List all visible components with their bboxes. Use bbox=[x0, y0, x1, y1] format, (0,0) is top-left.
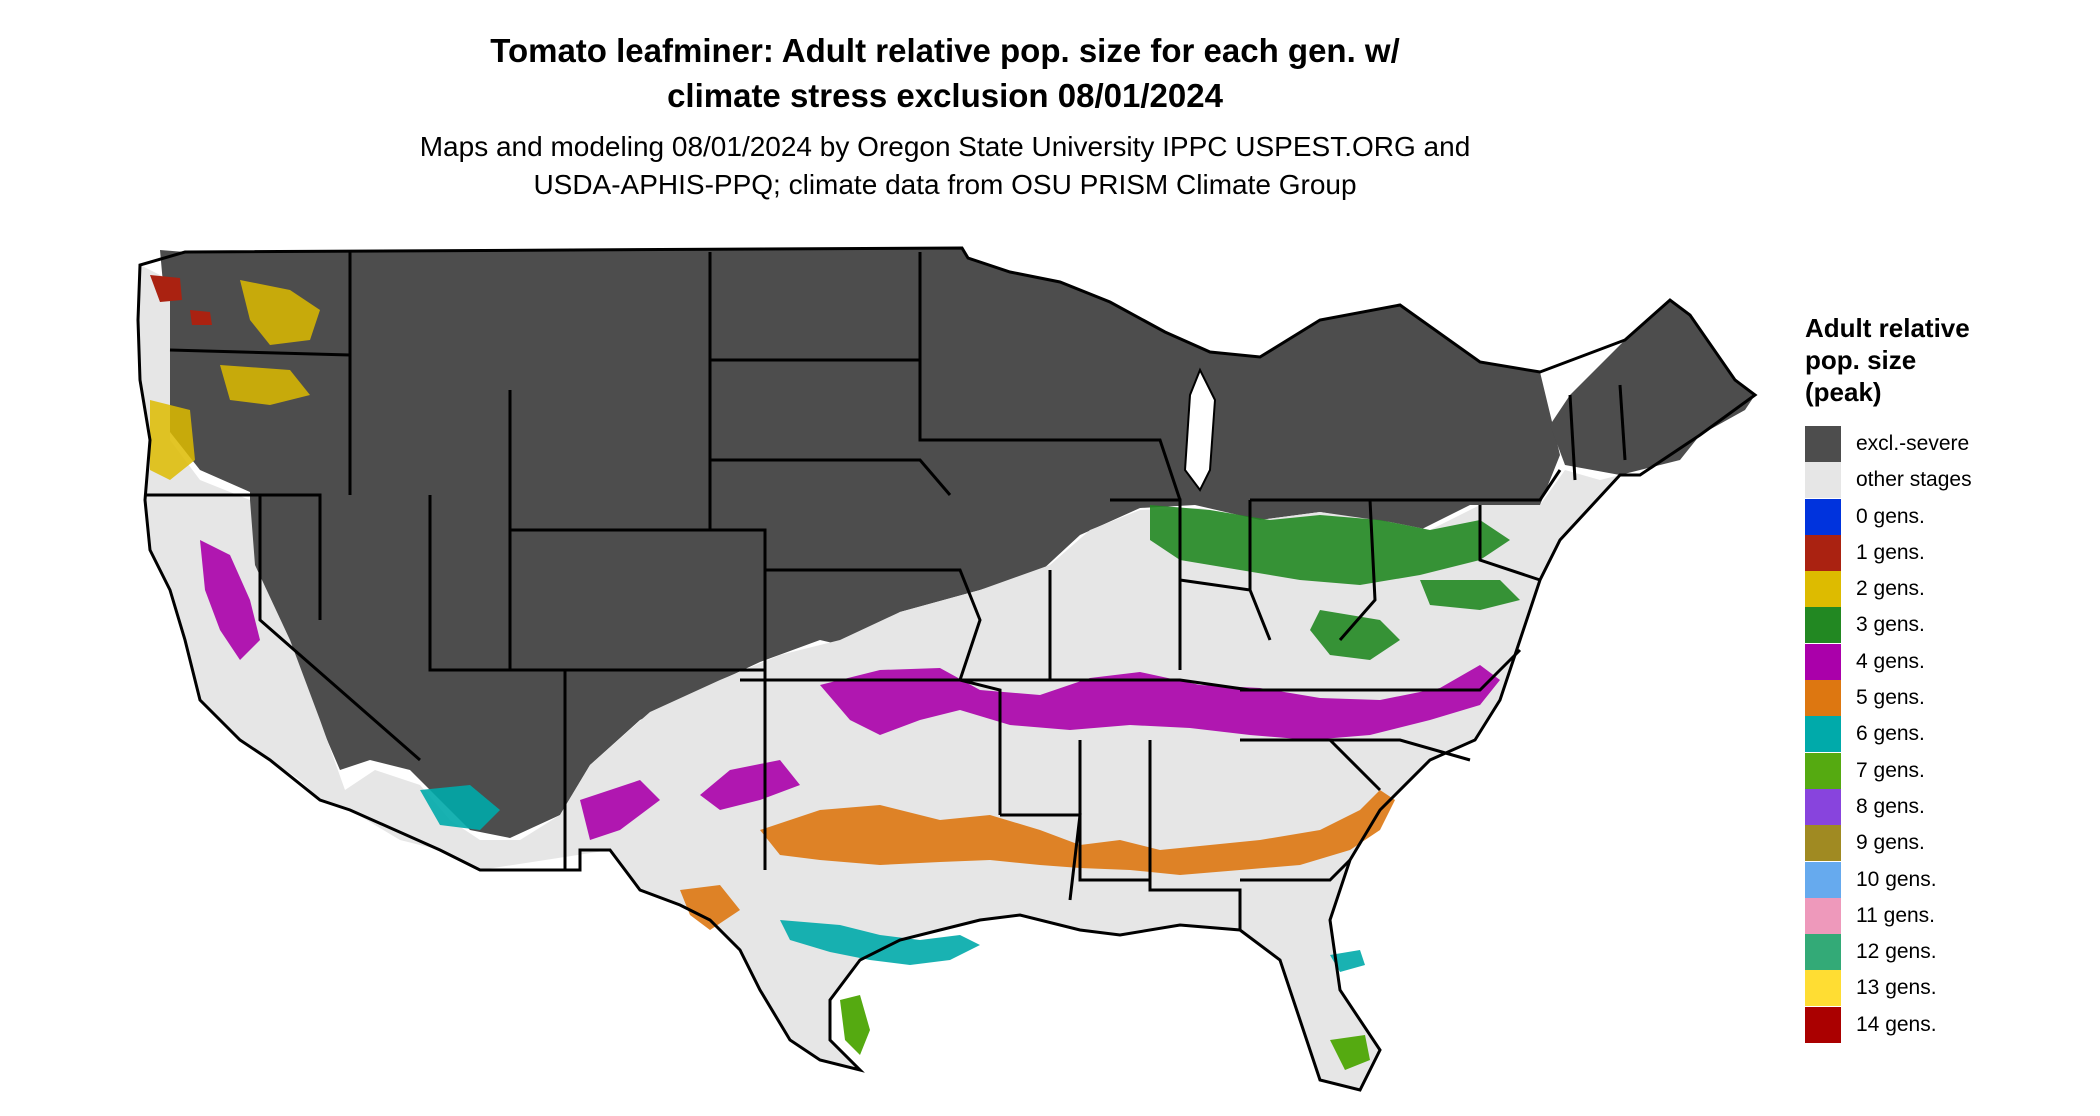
legend-label: 1 gens. bbox=[1856, 540, 1925, 564]
legend-swatch bbox=[1805, 897, 1841, 934]
legend-item: 6 gens. bbox=[1805, 716, 2085, 753]
legend-title-line-2: pop. size bbox=[1805, 345, 1917, 375]
legend-item: 2 gens. bbox=[1805, 571, 2085, 608]
legend-label: 10 gens. bbox=[1856, 867, 1937, 891]
legend-item: 12 gens. bbox=[1805, 934, 2085, 971]
legend-swatch bbox=[1805, 643, 1841, 680]
legend: Adult relative pop. size (peak) excl.-se… bbox=[1805, 312, 2085, 1043]
legend-title-line-3: (peak) bbox=[1805, 377, 1882, 407]
legend-swatch bbox=[1805, 861, 1841, 898]
legend-label: 7 gens. bbox=[1856, 758, 1925, 782]
legend-swatch bbox=[1805, 498, 1841, 535]
legend-item: 0 gens. bbox=[1805, 498, 2085, 535]
map-title: Tomato leafminer: Adult relative pop. si… bbox=[0, 28, 1890, 118]
legend-label: 9 gens. bbox=[1856, 831, 1925, 855]
legend-swatch bbox=[1805, 788, 1841, 825]
legend-item: 11 gens. bbox=[1805, 897, 2085, 934]
legend-label: 0 gens. bbox=[1856, 504, 1925, 528]
legend-swatch bbox=[1805, 426, 1841, 462]
legend-items: excl.-severe other stages 0 gens. 1 gens. 2 … bbox=[1805, 426, 2085, 1043]
map-title-line-2: climate stress exclusion 08/01/2024 bbox=[667, 77, 1223, 114]
seven-gens-region bbox=[840, 995, 1370, 1070]
map-subtitle-line-2: USDA-APHIS-PPQ; climate data from OSU PR… bbox=[533, 169, 1357, 200]
great-lakes bbox=[1183, 367, 1217, 492]
one-gen-region-nw bbox=[150, 275, 212, 325]
legend-swatch bbox=[1805, 571, 1841, 608]
legend-label: 5 gens. bbox=[1856, 686, 1925, 710]
map-title-line-1: Tomato leafminer: Adult relative pop. si… bbox=[490, 32, 1400, 69]
legend-item: 10 gens. bbox=[1805, 861, 2085, 898]
five-gens-band bbox=[680, 790, 1395, 930]
legend-item: 14 gens. bbox=[1805, 1006, 2085, 1043]
legend-label: 14 gens. bbox=[1856, 1012, 1937, 1036]
legend-label: excl.-severe bbox=[1856, 432, 1970, 455]
legend-label: 6 gens. bbox=[1856, 722, 1925, 746]
legend-label: 13 gens. bbox=[1856, 976, 1937, 1000]
legend-label: 2 gens. bbox=[1856, 577, 1925, 601]
legend-label: 12 gens. bbox=[1856, 940, 1937, 964]
legend-swatch bbox=[1805, 716, 1841, 753]
legend-swatch bbox=[1805, 680, 1841, 717]
legend-swatch bbox=[1805, 462, 1841, 499]
legend-swatch bbox=[1805, 825, 1841, 862]
legend-swatch bbox=[1805, 934, 1841, 971]
legend-label: 4 gens. bbox=[1856, 649, 1925, 673]
map-subtitle: Maps and modeling 08/01/2024 by Oregon S… bbox=[0, 128, 1890, 204]
legend-item: 4 gens. bbox=[1805, 643, 2085, 680]
legend-item: 1 gens. bbox=[1805, 534, 2085, 571]
legend-swatch bbox=[1805, 607, 1841, 644]
legend-label: other stages bbox=[1856, 468, 1972, 492]
legend-label: 11 gens. bbox=[1856, 903, 1936, 927]
legend-title: Adult relative pop. size (peak) bbox=[1805, 312, 2085, 408]
legend-item: 5 gens. bbox=[1805, 680, 2085, 717]
two-gens-region-nw bbox=[150, 280, 320, 480]
four-gens-band bbox=[200, 540, 1500, 840]
map-subtitle-line-1: Maps and modeling 08/01/2024 by Oregon S… bbox=[419, 131, 1471, 162]
legend-item: 7 gens. bbox=[1805, 752, 2085, 789]
legend-item: 3 gens. bbox=[1805, 607, 2085, 644]
legend-item: 9 gens. bbox=[1805, 825, 2085, 862]
exclusion-region-northeast bbox=[1550, 300, 1755, 475]
legend-item: 8 gens. bbox=[1805, 788, 2085, 825]
legend-swatch bbox=[1805, 752, 1841, 789]
us-map bbox=[136, 246, 1758, 1092]
legend-label: 8 gens. bbox=[1856, 794, 1925, 818]
legend-swatch bbox=[1805, 534, 1841, 571]
state-boundaries bbox=[136, 246, 1758, 1092]
legend-item: excl.-severe bbox=[1805, 426, 2085, 462]
legend-item: other stages bbox=[1805, 462, 2085, 499]
legend-title-line-1: Adult relative bbox=[1805, 313, 1970, 343]
three-gens-band bbox=[1150, 505, 1520, 660]
legend-swatch bbox=[1805, 1006, 1841, 1043]
legend-item: 13 gens. bbox=[1805, 970, 2085, 1007]
legend-label: 3 gens. bbox=[1856, 613, 1925, 637]
legend-swatch bbox=[1805, 970, 1841, 1007]
